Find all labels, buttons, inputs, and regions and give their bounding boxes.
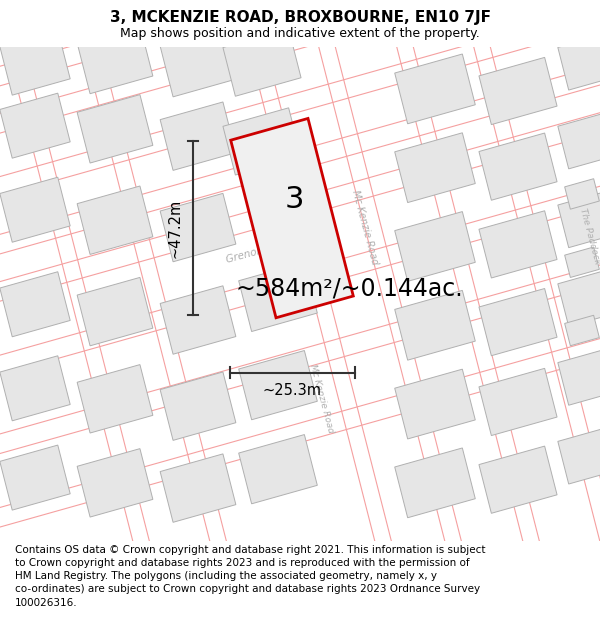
Bar [395,291,475,360]
Bar [77,186,153,254]
Bar [239,434,317,504]
Bar [395,369,475,439]
Text: 3, MCKENZIE ROAD, BROXBOURNE, EN10 7JF: 3, MCKENZIE ROAD, BROXBOURNE, EN10 7JF [110,10,491,25]
Bar [558,429,600,484]
Bar [160,28,236,97]
Bar [565,315,599,346]
Bar [239,351,317,420]
Bar [223,108,301,175]
Text: ~25.3m: ~25.3m [263,383,322,398]
Bar [479,446,557,513]
Bar [479,211,557,278]
Bar [0,93,70,158]
Text: The Paddock: The Paddock [578,207,600,265]
Bar [479,289,557,356]
Text: ~584m²/~0.144ac.: ~584m²/~0.144ac. [235,276,463,301]
Bar [565,247,599,278]
Bar [0,445,70,510]
Bar [231,119,353,318]
Text: Mc Kenzie Road: Mc Kenzie Road [308,363,335,434]
Bar [0,177,70,242]
Text: Mc Kenzie Road: Mc Kenzie Road [350,189,380,266]
Bar [0,356,70,421]
Bar [0,30,70,95]
Bar [160,102,236,171]
Text: 3: 3 [284,185,304,214]
Bar [558,114,600,169]
Text: ~47.2m: ~47.2m [167,199,182,258]
Bar [160,286,236,354]
Bar [565,179,599,209]
Bar [558,272,600,326]
Bar [77,278,153,346]
Bar [558,351,600,405]
Bar [558,35,600,90]
Bar [395,212,475,281]
Bar [479,368,557,436]
Bar [160,454,236,522]
Bar [77,449,153,517]
Bar [558,192,600,248]
Bar [77,364,153,433]
Bar [479,58,557,124]
Bar [479,133,557,200]
Bar [77,25,153,94]
Bar [395,54,475,124]
Bar [160,193,236,262]
Bar [77,94,153,163]
Bar [395,448,475,518]
Text: Contains OS data © Crown copyright and database right 2021. This information is : Contains OS data © Crown copyright and d… [15,545,485,608]
Bar [239,262,317,331]
Bar [223,29,301,96]
Bar [160,372,236,441]
Bar [395,132,475,202]
Text: Grenor Road: Grenor Road [225,238,291,265]
Text: Map shows position and indicative extent of the property.: Map shows position and indicative extent… [120,27,480,40]
Bar [0,272,70,337]
